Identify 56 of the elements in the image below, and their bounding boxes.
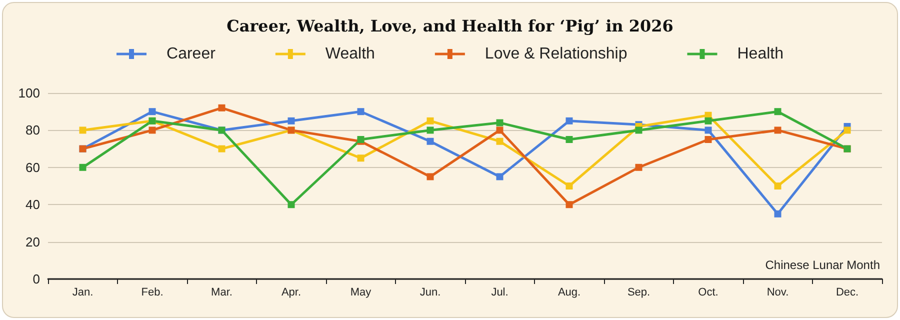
point xyxy=(774,126,782,134)
x-tick-label: Dec. xyxy=(836,286,859,298)
point xyxy=(774,210,782,218)
chart-title: Career, Wealth, Love, and Health for ‘Pig’ in 2026 xyxy=(226,16,674,36)
y-tick-label: 60 xyxy=(26,160,40,175)
point xyxy=(566,201,573,208)
point xyxy=(704,126,712,134)
x-tick-label: Oct. xyxy=(698,286,718,298)
point xyxy=(496,138,504,145)
point xyxy=(357,108,364,116)
point xyxy=(288,117,295,124)
y-tick-label: 0 xyxy=(32,272,40,286)
x-tick-label: Sep. xyxy=(627,286,650,298)
point xyxy=(218,145,226,152)
point xyxy=(566,117,573,124)
point xyxy=(774,108,782,116)
point xyxy=(426,126,434,134)
point xyxy=(496,119,504,126)
point xyxy=(635,164,642,171)
point xyxy=(844,126,851,134)
x-tick-label: Jan. xyxy=(72,286,94,298)
legend-label: Career xyxy=(166,46,216,62)
point xyxy=(496,126,504,134)
point xyxy=(79,164,86,171)
legend-label: Wealth xyxy=(325,46,375,62)
point xyxy=(566,182,573,190)
point xyxy=(426,117,434,124)
y-tick-label: 40 xyxy=(26,197,40,212)
point xyxy=(635,126,642,134)
point xyxy=(79,126,86,134)
x-axis-title: Chinese Lunar Month xyxy=(765,258,880,272)
point xyxy=(357,154,364,162)
y-tick-label: 20 xyxy=(26,234,40,250)
point xyxy=(426,173,434,180)
x-tick-label: Nov. xyxy=(766,286,789,298)
y-tick-label: 80 xyxy=(26,122,40,138)
x-tick-label: Jul. xyxy=(491,286,508,298)
point xyxy=(426,138,434,145)
x-tick-label: Jun. xyxy=(420,286,441,298)
x-tick-label: Aug. xyxy=(558,286,581,298)
point xyxy=(566,136,573,143)
x-tick-label: Mar. xyxy=(211,286,232,298)
y-tick-label: 100 xyxy=(18,86,40,100)
legend-label: Love & Relationship xyxy=(484,46,628,62)
point xyxy=(148,108,156,116)
x-tick-label: Apr. xyxy=(281,286,302,298)
point xyxy=(704,117,712,124)
x-tick-label: Feb. xyxy=(141,286,164,298)
point xyxy=(774,182,782,190)
x-tick-label: May xyxy=(350,286,372,298)
point xyxy=(148,126,156,134)
point xyxy=(496,173,504,180)
legend-label: Health xyxy=(737,46,784,62)
point xyxy=(218,104,226,112)
point xyxy=(288,201,295,208)
point xyxy=(704,136,712,143)
